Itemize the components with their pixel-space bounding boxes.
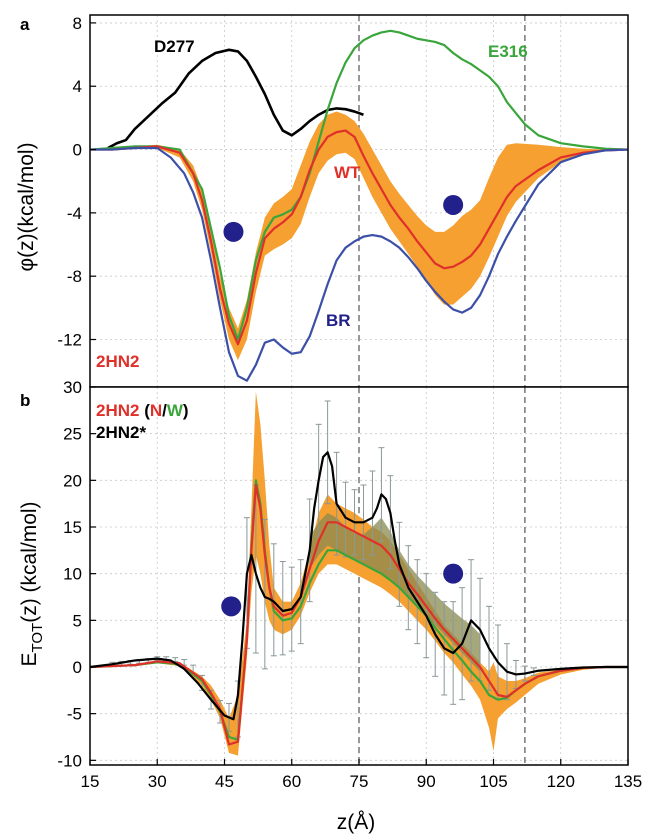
- panel-a-ylabel: φ(z)(kcal/mol): [15, 142, 38, 271]
- y-tick-label: -5: [67, 705, 82, 724]
- panel-b-vlines: [358, 387, 526, 765]
- olive-spread-band: [309, 513, 481, 672]
- panel-b-band-olive: [309, 513, 481, 672]
- panel-b-band-orange: [90, 391, 628, 756]
- x-tick-label: 15: [81, 772, 100, 791]
- x-tick-label: 45: [215, 772, 234, 791]
- label-2hn2: 2HN2: [96, 352, 139, 371]
- y-tick-label: -10: [57, 751, 82, 770]
- ylabel-subscript: TOT: [29, 623, 46, 653]
- y-tick-label: 10: [63, 565, 82, 584]
- y-tick-label: 0: [73, 658, 82, 677]
- x-tick-label: 135: [614, 772, 642, 791]
- legend-w: W: [167, 401, 184, 420]
- legend-n: N: [150, 401, 162, 420]
- panel-a-band: [90, 111, 628, 361]
- marker-dot: [223, 221, 244, 242]
- panel-b-markers: [221, 563, 464, 617]
- marker-dot: [221, 596, 242, 617]
- x-tick-label: 120: [547, 772, 575, 791]
- panel-b-label: b: [20, 391, 30, 410]
- panel-a-vlines: [358, 15, 526, 387]
- y-tick-label: -12: [57, 331, 82, 350]
- y-tick-label: 20: [63, 471, 82, 490]
- y-tick-label: 0: [73, 141, 82, 160]
- panel-a-markers: [223, 194, 464, 242]
- label-e316: E316: [488, 42, 528, 61]
- legend-line-2: 2HN2*: [96, 423, 146, 442]
- y-tick-label: -4: [67, 204, 82, 223]
- label-d277: D277: [154, 37, 195, 56]
- series-2hn2-n: [89, 483, 628, 746]
- legend-paren-close: ): [183, 401, 189, 420]
- label-wt: WT: [334, 163, 361, 182]
- panel-b-series: [89, 451, 628, 746]
- x-tick-label: 105: [479, 772, 507, 791]
- series-wt: [90, 129, 629, 346]
- label-br: BR: [326, 311, 351, 330]
- series-d277: [107, 48, 364, 150]
- x-tick-label: 90: [417, 772, 436, 791]
- legend-line-1: 2HN2 (N/W): [96, 401, 189, 420]
- panel-b-xlabel: z(Å): [337, 811, 376, 834]
- orange-spread-band: [90, 391, 628, 756]
- marker-dot: [443, 194, 464, 215]
- y-tick-label: 25: [63, 425, 82, 444]
- panel-b-yticks: 30 25 20 15 10 5 0 -5 -10: [57, 378, 96, 770]
- panel-a-label: a: [20, 15, 30, 34]
- series-br: [90, 146, 629, 382]
- marker-dot: [443, 563, 464, 584]
- panel-a: 8 4 0 -4 -8 -12 a φ(z)(kcal/mol) D277 E316 WT…: [15, 14, 629, 388]
- y-tick-label: 5: [73, 611, 82, 630]
- y-tick-label: 8: [73, 14, 82, 33]
- legend-slash: /: [162, 401, 167, 420]
- wt-spread-band: [90, 111, 628, 361]
- panel-a-yticks: 8 4 0 -4 -8 -12: [57, 14, 96, 350]
- series-2hn2-star: [89, 451, 628, 721]
- y-tick-label: -8: [67, 267, 82, 286]
- series-e316: [89, 29, 629, 341]
- error-bar: [279, 561, 286, 656]
- y-tick-label: 15: [63, 518, 82, 537]
- panel-b-ylabel: ETOT(z) (kcal/mol): [18, 501, 46, 666]
- panel-a-series: [89, 29, 629, 382]
- panel-b-xticks: 15 30 45 60 75 90 105 120 135: [81, 759, 642, 791]
- x-tick-label: 60: [282, 772, 301, 791]
- legend-2hn2: 2HN2: [96, 401, 139, 420]
- x-tick-label: 75: [350, 772, 369, 791]
- error-bar: [270, 543, 277, 657]
- x-tick-label: 30: [148, 772, 167, 791]
- legend-paren-open: (: [139, 401, 150, 420]
- y-tick-label: 4: [73, 77, 82, 96]
- error-bar: [297, 559, 304, 645]
- y-tick-label: 30: [63, 378, 82, 397]
